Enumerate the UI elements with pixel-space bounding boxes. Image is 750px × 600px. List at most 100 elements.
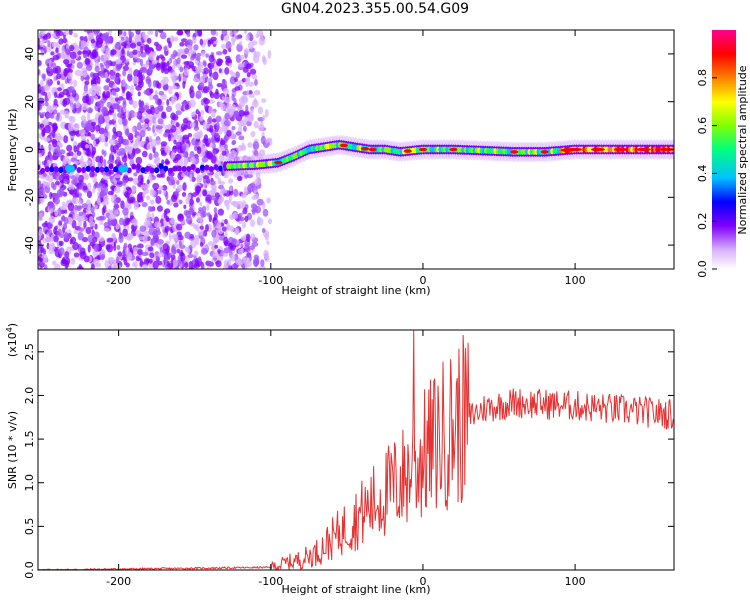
noise-dot [199, 225, 204, 230]
noise-dot [141, 150, 148, 158]
noise-dot [122, 138, 129, 146]
noise-dot [142, 264, 149, 269]
noise-dot [196, 52, 202, 57]
noise-dot [127, 232, 134, 240]
noise-dot [179, 41, 185, 47]
noise-dot [40, 245, 44, 254]
noise-dot [156, 82, 162, 89]
noise-dot [69, 96, 75, 104]
noise-dot [92, 175, 97, 184]
noise-dot [163, 210, 168, 219]
noise-dot [120, 200, 125, 209]
noise-dot [49, 154, 54, 162]
noise-dot [245, 78, 249, 88]
noise-dot [229, 254, 236, 262]
noise-dot [149, 206, 154, 212]
noise-dot [251, 209, 256, 215]
noise-dot [44, 101, 49, 107]
noise-dot [223, 247, 231, 254]
noise-dot [85, 149, 92, 157]
noise-dot [243, 30, 248, 35]
noise-dot [190, 111, 196, 118]
ridge-peak [339, 143, 348, 148]
noise-dot [192, 77, 200, 82]
noise-dot [181, 172, 185, 178]
noise-dot [98, 182, 102, 187]
noise-dot [73, 145, 78, 153]
noise-dot [185, 39, 193, 47]
noise-dot [63, 222, 68, 231]
noise-dot [145, 216, 151, 224]
noise-dot [207, 260, 212, 266]
noise-dot [153, 228, 158, 238]
noise-dot [189, 198, 194, 206]
noise-dot [136, 135, 141, 143]
noise-dot [231, 139, 237, 145]
noise-dot [122, 118, 127, 126]
noise-dot [121, 41, 128, 47]
noise-dot [55, 47, 59, 53]
noise-dot [201, 247, 208, 255]
noise-dot [139, 225, 147, 232]
noise-dot [46, 105, 54, 114]
noise-dot [190, 49, 197, 54]
noise-dot [223, 119, 231, 127]
noise-dot [82, 185, 88, 191]
noise-dot [60, 51, 65, 60]
noise-dot [197, 230, 204, 236]
noise-dot [231, 125, 236, 131]
noise-dot [211, 135, 215, 143]
noise-dot [141, 251, 149, 257]
noise-dot [264, 255, 270, 263]
noise-dot [224, 143, 228, 151]
noise-dot [67, 72, 73, 80]
noise-dot [218, 196, 225, 203]
noise-dot [95, 124, 101, 132]
noise-dot [92, 236, 98, 243]
noise-dot [188, 207, 194, 216]
noise-dot [110, 144, 115, 153]
noise-dot [129, 158, 135, 166]
noise-dot [122, 207, 129, 216]
spectrogram-ylabel: Frequency (Hz) [6, 109, 19, 192]
noise-dot [248, 90, 253, 95]
noise-dot [115, 223, 120, 230]
noise-dot [133, 202, 139, 210]
noise-dot [73, 79, 78, 88]
noise-dot [57, 136, 64, 141]
noise-dot [219, 180, 225, 186]
noise-dot [132, 147, 136, 156]
noise-dot [183, 157, 189, 165]
noise-dot [175, 244, 180, 250]
noise-dot [64, 67, 72, 73]
noise-dot [142, 190, 146, 199]
noise-dot [54, 225, 58, 231]
noise-dot [215, 132, 220, 139]
noise-dot [82, 95, 89, 104]
noise-dot [107, 159, 114, 166]
y-tick-label: 20 [23, 95, 36, 109]
noise-dot [249, 68, 257, 75]
noise-dot [261, 98, 267, 103]
noise-dot [64, 251, 70, 259]
noise-dot [172, 59, 177, 67]
noise-dot [152, 79, 157, 88]
noise-dot [57, 207, 62, 217]
noise-dot [125, 218, 130, 226]
noise-dot [267, 50, 272, 59]
noise-dot [80, 75, 85, 82]
noise-dot [78, 129, 86, 136]
noise-dot [215, 260, 222, 268]
noise-dot [54, 263, 61, 269]
noise-dot [100, 249, 106, 256]
noise-dot [126, 110, 130, 119]
ridge-peak [449, 147, 458, 152]
noise-dot [205, 178, 211, 184]
spectrogram-ridge [222, 134, 674, 177]
noise-dot [188, 60, 193, 66]
noise-dot [99, 133, 106, 143]
noise-dot [178, 240, 182, 247]
noise-dot [235, 35, 240, 40]
noise-dot [62, 37, 68, 44]
noise-dot [219, 140, 226, 146]
